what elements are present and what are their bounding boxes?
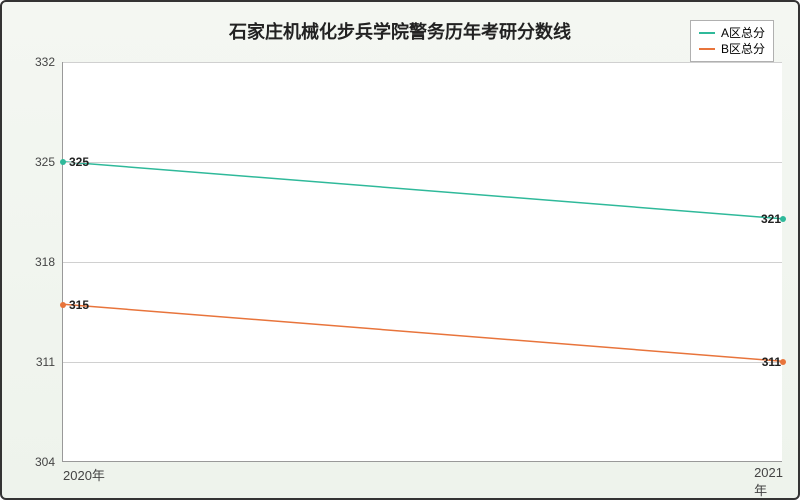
data-label: 325: [69, 155, 89, 169]
legend-label-b: B区总分: [721, 41, 765, 57]
x-tick-label: 2020年: [63, 461, 105, 484]
gridline: [63, 62, 782, 63]
data-label: 311: [762, 355, 781, 369]
y-tick-label: 325: [35, 155, 63, 169]
legend-label-a: A区总分: [721, 25, 765, 41]
legend-item-a: A区总分: [699, 25, 765, 41]
data-marker: [780, 216, 786, 222]
gridline: [63, 362, 782, 363]
data-marker: [60, 159, 66, 165]
data-marker: [60, 302, 66, 308]
series-line-a: [63, 162, 782, 219]
legend-swatch-b: [699, 48, 715, 50]
chart-container: 石家庄机械化步兵学院警务历年考研分数线 A区总分 B区总分 304 311 318 3…: [0, 0, 800, 500]
data-label: 321: [761, 212, 781, 226]
gridline: [63, 162, 782, 163]
y-tick-label: 311: [36, 355, 63, 369]
gridline: [63, 262, 782, 263]
chart-title: 石家庄机械化步兵学院警务历年考研分数线: [2, 18, 798, 44]
legend-item-b: B区总分: [699, 41, 765, 57]
plot-area: 3043113183253322020年2021年325321315311: [62, 62, 782, 462]
data-label: 315: [69, 298, 89, 312]
data-marker: [780, 359, 786, 365]
y-tick-label: 332: [35, 55, 63, 69]
y-tick-label: 318: [35, 255, 63, 269]
legend-swatch-a: [699, 32, 715, 34]
y-tick-label: 304: [35, 455, 63, 469]
legend: A区总分 B区总分: [690, 20, 774, 62]
series-line-b: [63, 304, 782, 361]
x-tick-label: 2021年: [754, 461, 783, 499]
